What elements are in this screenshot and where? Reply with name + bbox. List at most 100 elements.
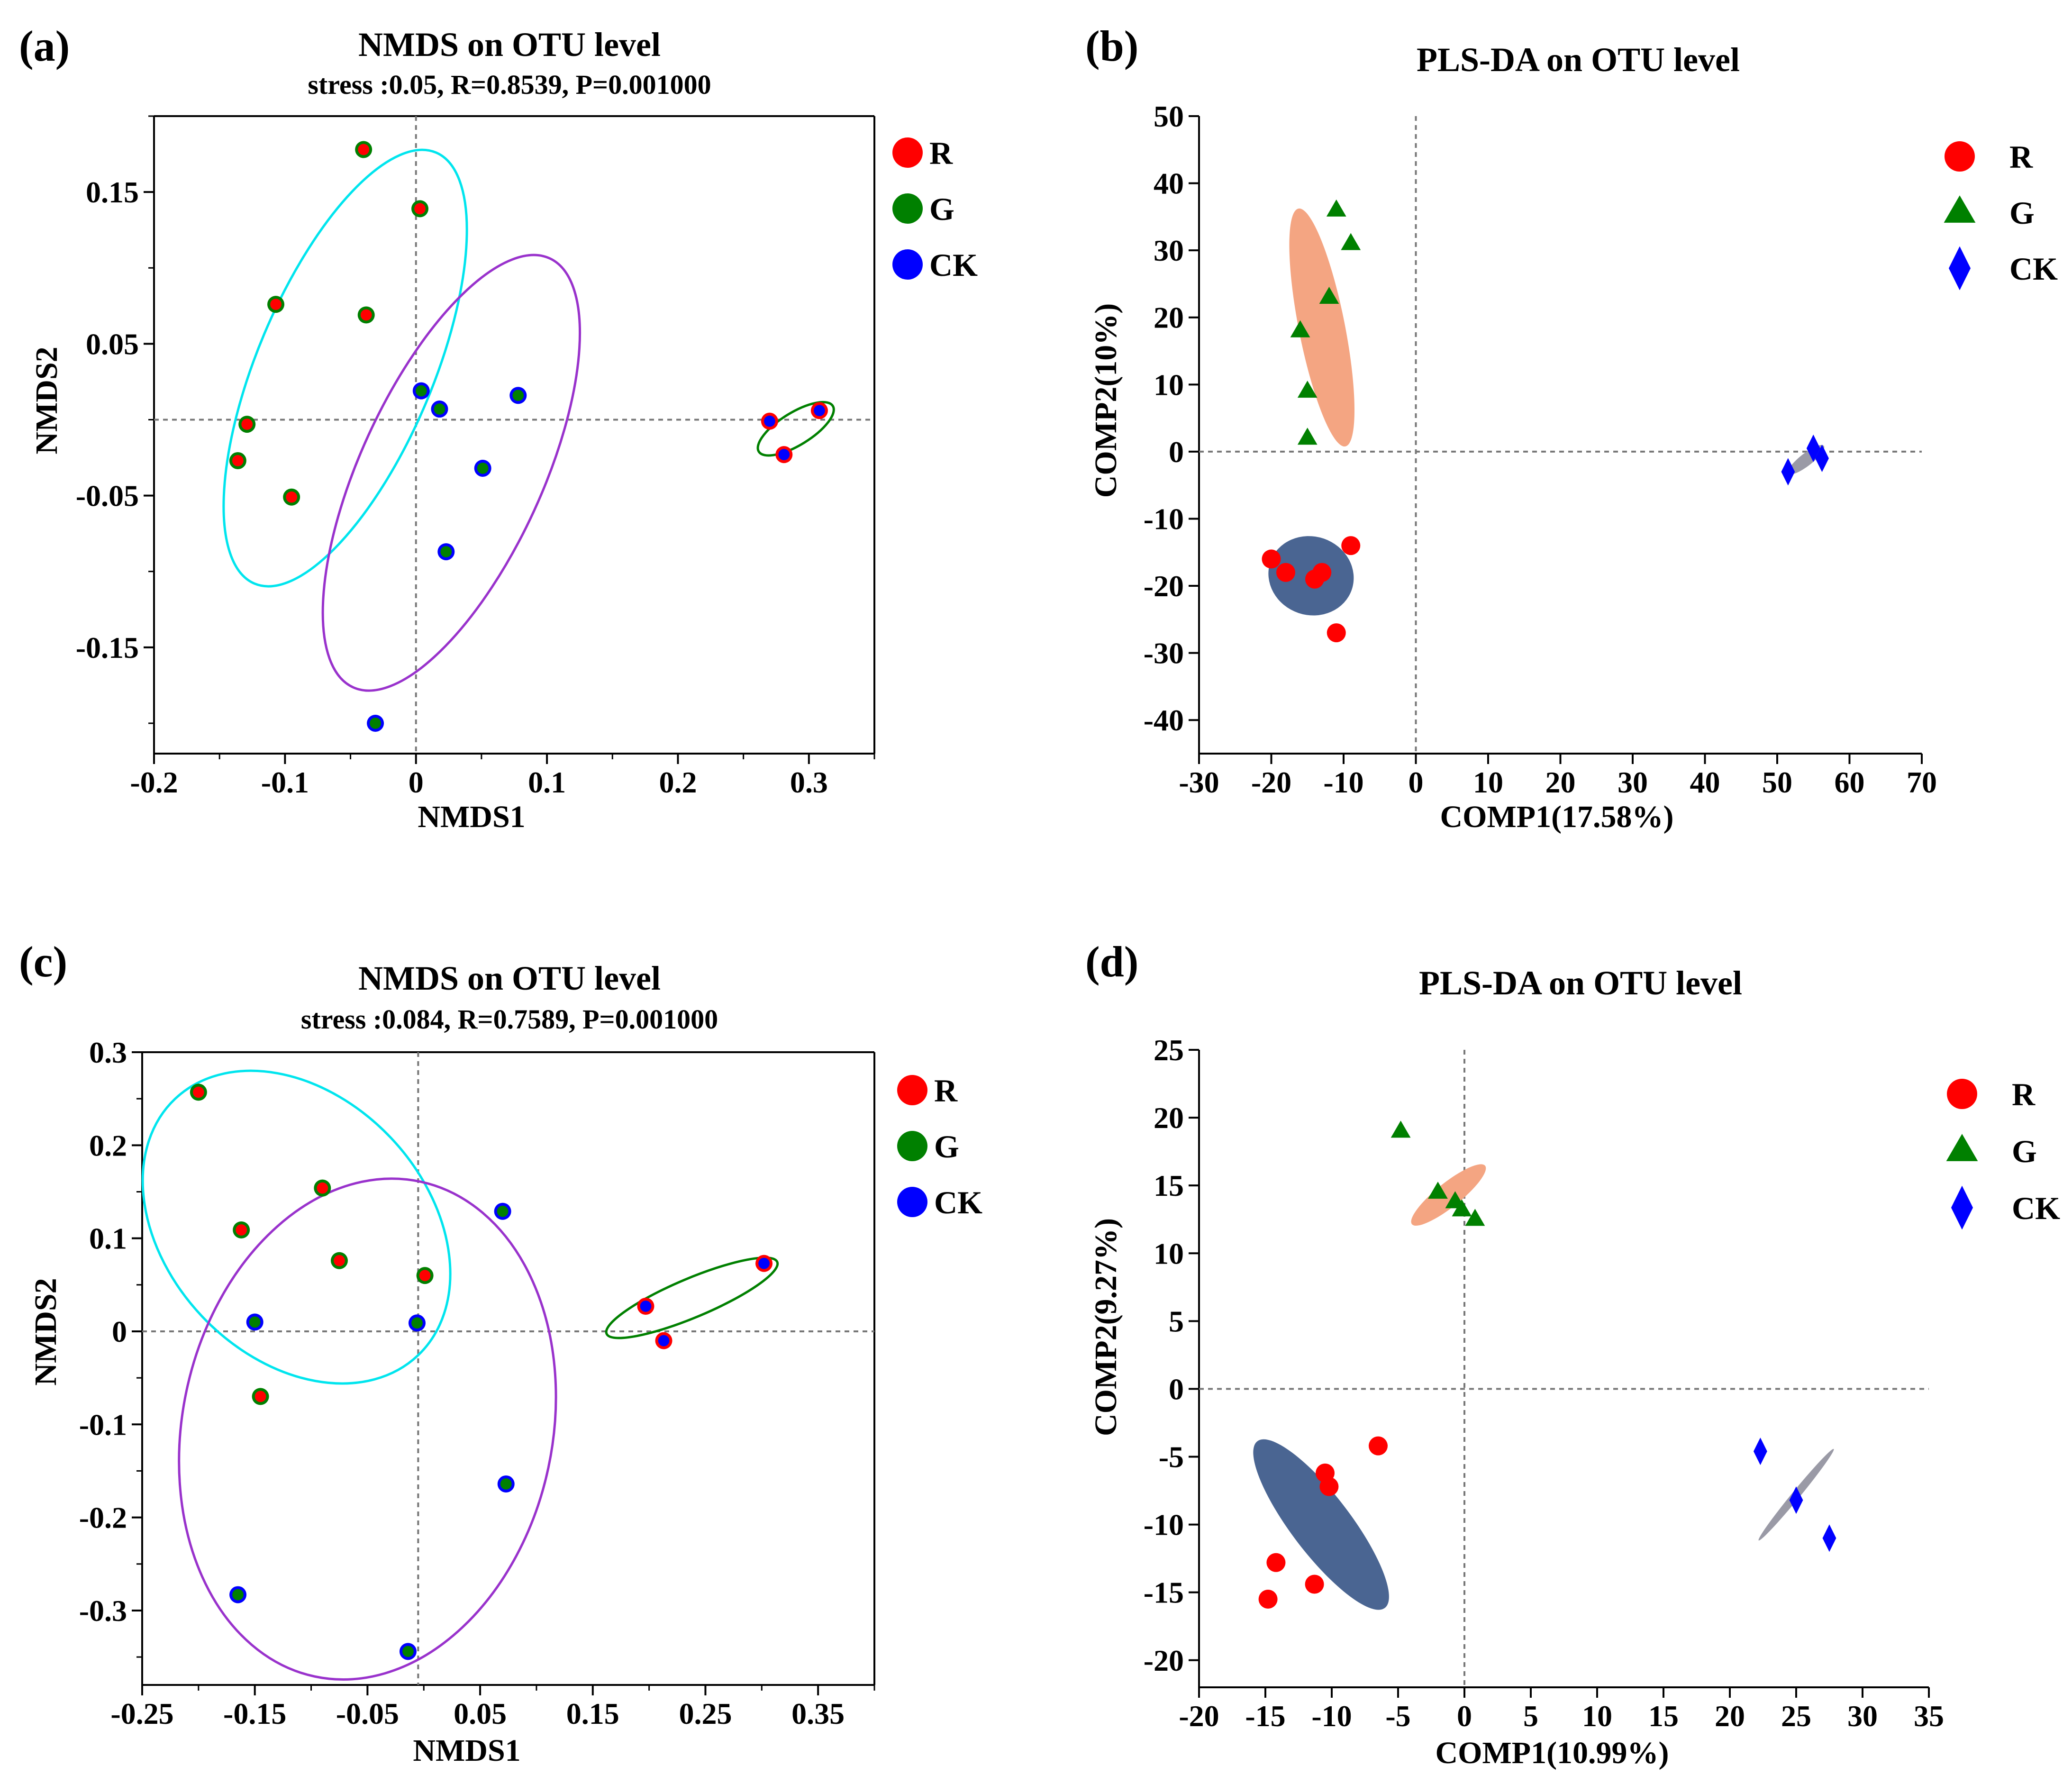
x-tick-label: 0 xyxy=(409,765,424,799)
y-tick-label: -5 xyxy=(1159,1440,1184,1474)
y-tick-label: 0.1 xyxy=(89,1222,127,1256)
legend-marker-G xyxy=(1944,195,1976,223)
data-point-CK-inner xyxy=(232,1589,244,1601)
data-point-R-inner xyxy=(640,1301,652,1312)
x-tick-label: 10 xyxy=(1582,1699,1612,1733)
x-tick-label: -15 xyxy=(1245,1699,1285,1733)
y-tick-label: 50 xyxy=(1154,100,1184,133)
plot-area: -0.25 -0.15 -0.05 0.05 0.15 0.25 0.35 0.3 0.2 0.1… xyxy=(79,1036,875,1730)
data-point-CK-inner xyxy=(249,1316,261,1328)
confidence-ellipse-G xyxy=(1411,1164,1486,1226)
y-tick-label: 20 xyxy=(1154,1101,1184,1135)
y-tick-label: -20 xyxy=(1144,569,1184,603)
x-tick-label: 0.2 xyxy=(659,765,697,799)
x-tick-label: 35 xyxy=(1914,1699,1944,1733)
data-point-CK-inner xyxy=(402,1646,414,1657)
y-tick-label: -10 xyxy=(1144,502,1184,536)
legend-label: R xyxy=(934,1073,958,1109)
data-point-G-inner xyxy=(192,1086,204,1098)
chart-title: NMDS on OTU level xyxy=(358,26,661,64)
data-point-R xyxy=(1262,549,1281,569)
x-tick-label: 0.15 xyxy=(566,1697,619,1730)
legend-marker-G xyxy=(897,1131,927,1161)
data-point-CK xyxy=(1815,445,1829,473)
y-tick-label: -0.3 xyxy=(79,1594,127,1628)
confidence-ellipse-CK xyxy=(321,254,582,692)
confidence-ellipse-G xyxy=(1289,208,1355,447)
x-tick-label: 0.35 xyxy=(791,1697,845,1730)
x-tick-label: 0.25 xyxy=(679,1697,732,1730)
legend-marker-R xyxy=(1945,141,1975,172)
x-tick-label: -20 xyxy=(1251,765,1291,799)
legend: RG CK xyxy=(1944,139,2058,291)
data-point-G xyxy=(1290,320,1310,337)
legend-label: R xyxy=(929,135,953,171)
y-tick-label: -0.15 xyxy=(76,631,139,664)
data-point-G-inner xyxy=(241,419,253,430)
y-tick-label: 5 xyxy=(1169,1304,1184,1338)
data-point-R xyxy=(1327,623,1346,643)
data-point-G xyxy=(1297,381,1318,398)
data-point-G-inner xyxy=(232,455,244,466)
confidence-ellipse-G xyxy=(222,148,468,588)
y-tick-label: 0.2 xyxy=(89,1129,127,1162)
x-tick-label: 10 xyxy=(1473,765,1503,799)
data-point-CK-inner xyxy=(500,1478,512,1490)
legend-label: R xyxy=(2009,139,2033,175)
y-tick-label: -15 xyxy=(1144,1576,1184,1610)
y-tick-label: 40 xyxy=(1154,167,1184,200)
panel-label: (d) xyxy=(1085,938,1138,986)
data-point-R-inner xyxy=(778,449,790,461)
confidence-ellipse-R xyxy=(605,1256,779,1339)
legend-label: CK xyxy=(929,247,978,283)
plot-area: -0.2 -0.1 0 0.1 0.2 0.3 0.15 0.05 -0.05 -0.15 xyxy=(76,115,875,799)
data-point-G xyxy=(1319,286,1339,304)
data-point-CK-inner xyxy=(370,718,381,729)
data-point-G xyxy=(1341,233,1361,250)
confidence-ellipse-G xyxy=(141,1069,452,1385)
x-tick-label: 20 xyxy=(1715,1699,1745,1733)
y-axis-label: NMDS2 xyxy=(29,346,64,454)
legend-marker-G xyxy=(1946,1134,1978,1161)
y-tick-label: 0.3 xyxy=(89,1036,127,1069)
x-tick-label: -10 xyxy=(1311,1699,1352,1733)
x-axis-label: NMDS1 xyxy=(418,800,525,834)
data-point-R xyxy=(1305,1575,1324,1594)
data-point-G-inner xyxy=(360,309,372,321)
x-tick-label: -0.15 xyxy=(223,1697,286,1730)
y-tick-label: 0.15 xyxy=(86,175,139,209)
data-point-G xyxy=(1428,1182,1448,1199)
y-tick-label: 0 xyxy=(1169,1372,1184,1406)
x-tick-label: 0.1 xyxy=(528,765,566,799)
chart-title: PLS-DA on OTU level xyxy=(1417,41,1740,79)
data-point-G-inner xyxy=(414,203,426,215)
confidence-ellipse-R xyxy=(1253,1439,1389,1610)
data-point-G xyxy=(1297,428,1318,445)
x-tick-label: 20 xyxy=(1545,765,1576,799)
confidence-ellipse-R xyxy=(756,400,835,457)
x-tick-label: 50 xyxy=(1762,765,1792,799)
x-tick-label: 70 xyxy=(1907,765,1937,799)
data-point-CK xyxy=(1754,1438,1767,1465)
data-point-R-inner xyxy=(814,405,825,417)
x-tick-label: -0.25 xyxy=(110,1697,173,1730)
data-point-CK-inner xyxy=(434,403,445,415)
data-point-G xyxy=(1326,199,1346,217)
x-tick-label: 40 xyxy=(1690,765,1720,799)
data-point-CK-inner xyxy=(497,1205,509,1217)
x-tick-label: 0.3 xyxy=(790,765,828,799)
data-point-G-inner xyxy=(254,1391,266,1402)
data-point-R xyxy=(1369,1436,1388,1456)
data-point-G-inner xyxy=(317,1182,328,1194)
legend-label: CK xyxy=(2012,1190,2060,1226)
plot-area: -30 -20 -10 0 10 20 30 40 50 60 70 50 40 30 20 10 0 -10 -2… xyxy=(1144,100,1937,799)
x-tick-label: -0.1 xyxy=(261,765,309,799)
y-axis-label: COMP2(10%) xyxy=(1089,303,1123,498)
y-tick-label: -0.05 xyxy=(76,479,139,513)
legend-label: R xyxy=(2012,1076,2036,1112)
legend: RG CK xyxy=(897,1073,982,1220)
legend-marker-CK xyxy=(897,1187,927,1217)
x-tick-label: 30 xyxy=(1618,765,1648,799)
x-tick-label: 60 xyxy=(1835,765,1865,799)
